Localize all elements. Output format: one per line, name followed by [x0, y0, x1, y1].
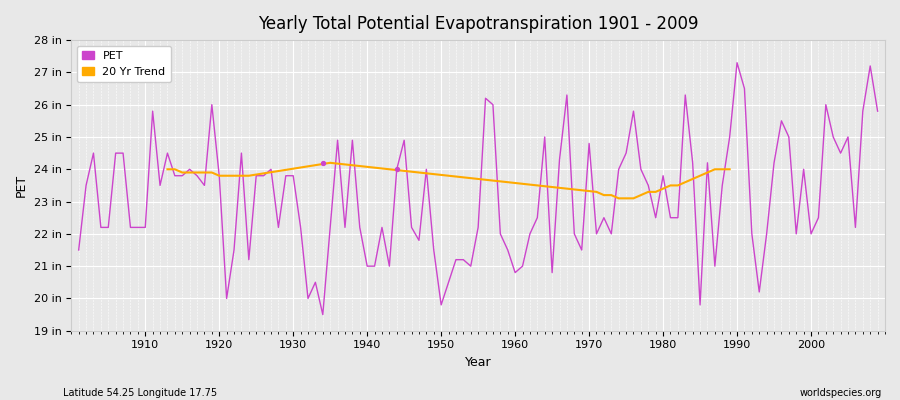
- Legend: PET, 20 Yr Trend: PET, 20 Yr Trend: [76, 46, 171, 82]
- Point: [390, 166, 404, 172]
- Text: worldspecies.org: worldspecies.org: [800, 388, 882, 398]
- Text: Latitude 54.25 Longitude 17.75: Latitude 54.25 Longitude 17.75: [63, 388, 217, 398]
- Point: [316, 160, 330, 166]
- Title: Yearly Total Potential Evapotranspiration 1901 - 2009: Yearly Total Potential Evapotranspiratio…: [258, 15, 698, 33]
- Y-axis label: PET: PET: [15, 174, 28, 197]
- X-axis label: Year: Year: [464, 356, 491, 369]
